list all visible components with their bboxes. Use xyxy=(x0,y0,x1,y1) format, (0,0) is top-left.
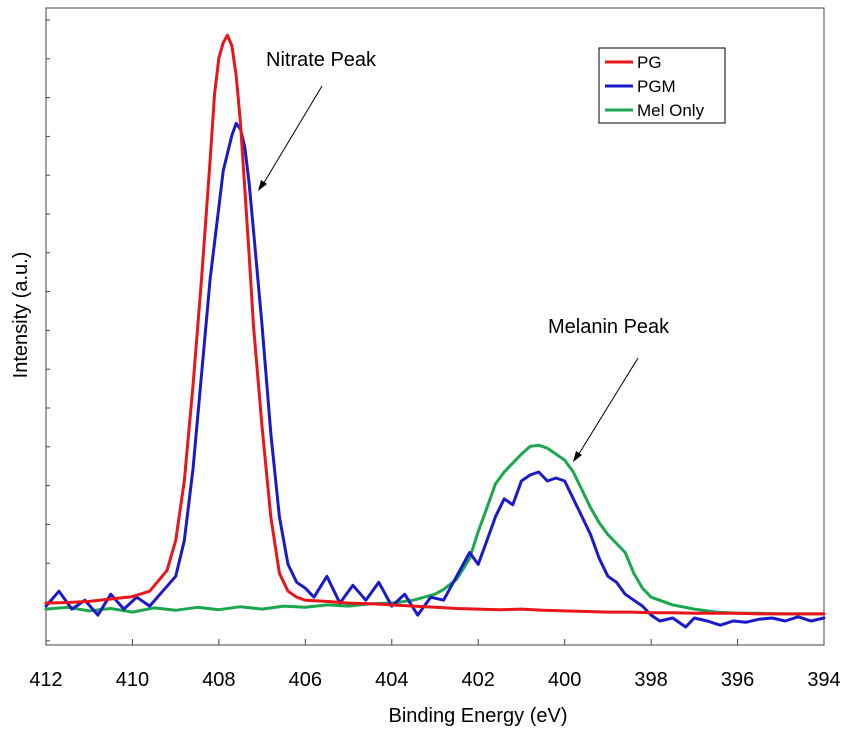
x-tick-label: 404 xyxy=(375,669,408,691)
x-tick-label: 396 xyxy=(721,669,754,691)
nitrate-arrow-head xyxy=(258,180,267,191)
legend-label-pgm: PGM xyxy=(637,77,676,96)
melanin-arrow xyxy=(576,357,639,458)
annotation-nitrate-peak: Nitrate Peak xyxy=(266,49,377,71)
series-line-pg xyxy=(44,33,826,616)
x-tick-label: 394 xyxy=(807,669,840,691)
series-layer xyxy=(44,33,826,629)
series-line-pgm xyxy=(44,121,826,629)
x-tick-label: 398 xyxy=(634,669,667,691)
plot-area-frame xyxy=(45,7,825,646)
x-tick-label: 406 xyxy=(289,669,322,691)
x-axis-ticks xyxy=(45,639,825,645)
annotation-melanin-peak: Melanin Peak xyxy=(548,316,670,338)
nitrate-arrow xyxy=(261,85,323,187)
legend-label-pg: PG xyxy=(637,53,662,72)
legend: PG PGM Mel Only xyxy=(598,47,726,124)
x-tick-label: 410 xyxy=(116,669,149,691)
y-axis-ticks xyxy=(46,19,50,642)
x-tick-label: 402 xyxy=(462,669,495,691)
series-line-mel-only xyxy=(44,443,826,616)
x-axis-tick-labels: 412 410 408 406 404 402 400 398 396 394 xyxy=(29,669,840,691)
x-tick-label: 412 xyxy=(29,669,62,691)
annotations: Nitrate Peak Melanin Peak xyxy=(258,49,670,462)
y-axis-title: Intensity (a.u.) xyxy=(10,252,32,379)
x-tick-label: 408 xyxy=(202,669,235,691)
melanin-arrow-head xyxy=(573,451,582,462)
x-tick-label: 400 xyxy=(548,669,581,691)
x-axis-title: Binding Energy (eV) xyxy=(389,705,568,727)
legend-label-mel-only: Mel Only xyxy=(637,101,705,120)
